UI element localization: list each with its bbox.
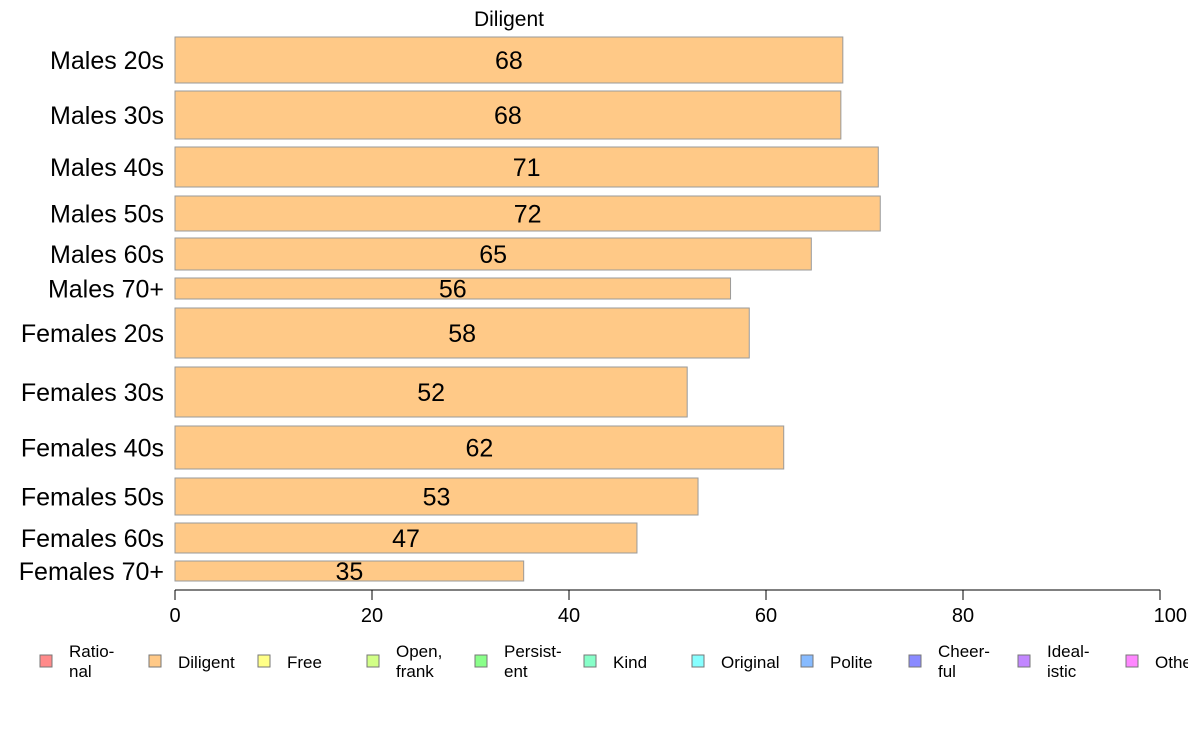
legend-swatch <box>583 654 597 668</box>
x-axis: 0 20 40 60 80 100 <box>169 589 1187 627</box>
legend-label: Ideal- <box>1047 642 1090 661</box>
legend-swatch <box>148 654 162 668</box>
legend-swatch <box>800 654 814 668</box>
bar <box>174 195 881 232</box>
category-label: Females 40s <box>21 435 164 463</box>
legend-label: Polite <box>830 653 873 672</box>
x-tick-label: 80 <box>952 605 974 627</box>
legend-label: Original <box>721 653 780 672</box>
legend-swatch <box>474 654 488 668</box>
x-tick-label: 20 <box>361 605 383 627</box>
legend-swatch <box>1125 654 1139 668</box>
bar <box>174 560 525 582</box>
value-label: 56 <box>439 276 467 304</box>
legend-label: Kind <box>613 653 647 672</box>
category-label: Males 30s <box>50 102 164 130</box>
category-label: Females 60s <box>21 525 164 553</box>
category-label: Males 40s <box>50 154 164 182</box>
category-label: Females 20s <box>21 320 164 348</box>
value-label: 72 <box>514 201 542 229</box>
legend-swatch <box>257 654 271 668</box>
category-label: Females 70+ <box>19 558 164 586</box>
bar <box>174 307 750 359</box>
value-label: 62 <box>465 435 493 463</box>
legend-label: Cheer- <box>938 642 990 661</box>
category-label: Males 60s <box>50 241 164 269</box>
x-tick-label: 60 <box>755 605 777 627</box>
category-label: Males 70+ <box>48 276 164 304</box>
category-labels: Males 20s Males 30s Males 40s Males 50s Male… <box>19 47 164 586</box>
legend-label: frank <box>396 662 434 681</box>
category-label: Females 30s <box>21 379 164 407</box>
value-label: 68 <box>495 47 523 75</box>
x-tick-label: 100 <box>1154 605 1187 627</box>
legend-label: istic <box>1047 662 1077 681</box>
legend: Ratio-nal Diligent Free Open,frank Persist-e… <box>39 642 1188 681</box>
bar <box>174 366 688 418</box>
value-label: 58 <box>448 320 476 348</box>
category-label: Males 50s <box>50 201 164 229</box>
legend-label: Open, <box>396 642 442 661</box>
value-label: 47 <box>392 525 420 553</box>
legend-label: Free <box>287 653 322 672</box>
bar <box>174 477 699 516</box>
value-label: 71 <box>513 154 541 182</box>
legend-label: Persist- <box>504 642 562 661</box>
value-label: 65 <box>479 241 507 269</box>
bar <box>174 36 844 84</box>
legend-swatch <box>1017 654 1031 668</box>
legend-swatch <box>39 654 53 668</box>
x-tick-label: 40 <box>558 605 580 627</box>
legend-label: ful <box>938 662 956 681</box>
legend-label: Othe <box>1155 653 1188 672</box>
legend-label: Ratio- <box>69 642 114 661</box>
legend-swatch <box>366 654 380 668</box>
bars-group <box>174 36 881 582</box>
chart-title: Diligent <box>474 8 544 31</box>
value-label: 53 <box>423 484 451 512</box>
bar <box>174 522 638 554</box>
bar <box>174 425 785 470</box>
x-tick-label: 0 <box>169 605 180 627</box>
bar <box>174 277 732 300</box>
value-label: 52 <box>417 379 445 407</box>
bar <box>174 237 812 271</box>
legend-label: nal <box>69 662 92 681</box>
category-label: Females 50s <box>21 484 164 512</box>
legend-label: Diligent <box>178 653 235 672</box>
legend-swatch <box>908 654 922 668</box>
legend-label: ent <box>504 662 528 681</box>
value-label: 35 <box>335 558 363 586</box>
bar <box>174 90 842 140</box>
value-label: 68 <box>494 102 522 130</box>
bar <box>174 146 879 188</box>
category-label: Males 20s <box>50 47 164 75</box>
legend-swatch <box>691 654 705 668</box>
